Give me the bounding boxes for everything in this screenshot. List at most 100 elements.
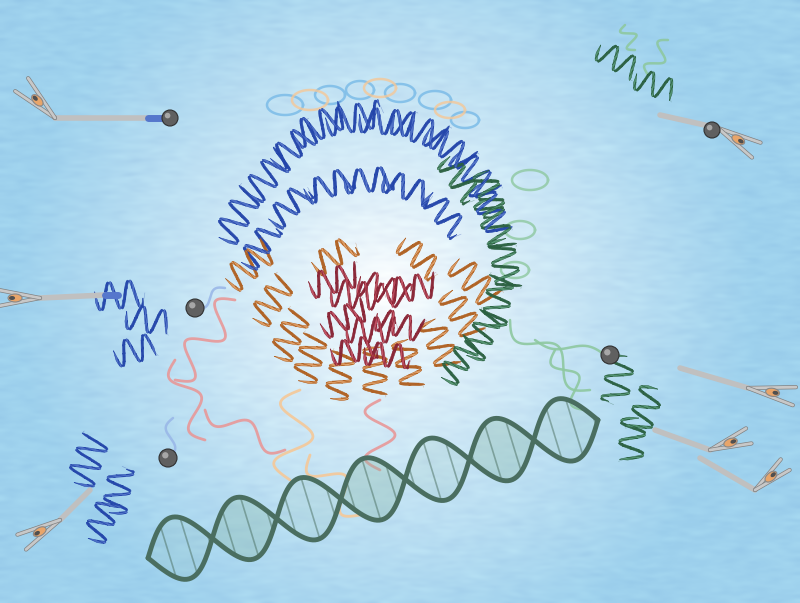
Polygon shape — [385, 174, 390, 190]
Polygon shape — [248, 177, 258, 188]
Polygon shape — [122, 353, 125, 366]
Polygon shape — [670, 78, 673, 86]
Polygon shape — [469, 351, 478, 356]
Polygon shape — [101, 512, 114, 521]
Polygon shape — [126, 473, 134, 476]
Polygon shape — [335, 292, 339, 307]
Polygon shape — [376, 350, 378, 359]
Polygon shape — [310, 197, 314, 204]
Polygon shape — [427, 257, 437, 272]
Circle shape — [162, 110, 178, 126]
Polygon shape — [276, 142, 282, 147]
Polygon shape — [456, 163, 464, 168]
Polygon shape — [220, 218, 237, 224]
Polygon shape — [311, 262, 322, 276]
Polygon shape — [306, 119, 314, 133]
Polygon shape — [368, 358, 371, 365]
Polygon shape — [114, 350, 120, 366]
Polygon shape — [417, 367, 422, 371]
Polygon shape — [422, 128, 430, 144]
Polygon shape — [496, 283, 516, 286]
Polygon shape — [274, 338, 290, 344]
Polygon shape — [404, 361, 406, 369]
Polygon shape — [250, 266, 258, 270]
Polygon shape — [292, 137, 302, 154]
Polygon shape — [122, 339, 125, 353]
Polygon shape — [273, 307, 281, 311]
Polygon shape — [392, 311, 394, 327]
Polygon shape — [404, 349, 418, 351]
Polygon shape — [430, 120, 434, 136]
Polygon shape — [648, 406, 660, 409]
Polygon shape — [628, 55, 634, 62]
Polygon shape — [463, 335, 474, 346]
Polygon shape — [492, 265, 502, 267]
Polygon shape — [394, 280, 397, 301]
Polygon shape — [510, 250, 516, 254]
Polygon shape — [349, 336, 351, 343]
Polygon shape — [449, 305, 464, 317]
Polygon shape — [165, 317, 167, 334]
Polygon shape — [651, 80, 654, 95]
Polygon shape — [102, 502, 118, 508]
Polygon shape — [354, 355, 357, 362]
Polygon shape — [347, 186, 350, 194]
Polygon shape — [317, 132, 323, 140]
Polygon shape — [619, 458, 637, 460]
Polygon shape — [344, 177, 348, 194]
Polygon shape — [86, 520, 90, 524]
Polygon shape — [107, 476, 115, 478]
Polygon shape — [280, 324, 293, 333]
Polygon shape — [487, 239, 496, 245]
Polygon shape — [429, 119, 433, 124]
Ellipse shape — [33, 96, 38, 101]
Polygon shape — [374, 100, 376, 115]
Polygon shape — [439, 168, 447, 172]
Polygon shape — [105, 283, 107, 302]
Polygon shape — [392, 297, 394, 308]
Polygon shape — [283, 352, 294, 359]
Polygon shape — [429, 289, 432, 298]
Polygon shape — [354, 289, 358, 308]
Polygon shape — [440, 300, 452, 305]
Polygon shape — [534, 399, 598, 461]
Polygon shape — [454, 264, 470, 276]
Polygon shape — [410, 283, 413, 291]
Polygon shape — [481, 278, 491, 292]
Polygon shape — [335, 240, 339, 248]
Polygon shape — [318, 275, 320, 295]
Polygon shape — [454, 299, 467, 311]
Polygon shape — [364, 347, 366, 365]
Polygon shape — [480, 222, 488, 227]
Polygon shape — [374, 108, 378, 114]
Polygon shape — [94, 292, 98, 310]
Polygon shape — [483, 207, 498, 214]
Polygon shape — [293, 130, 305, 140]
Ellipse shape — [770, 472, 776, 477]
Polygon shape — [425, 198, 430, 207]
Polygon shape — [126, 339, 130, 347]
Polygon shape — [116, 475, 133, 476]
Polygon shape — [134, 288, 138, 307]
Polygon shape — [453, 213, 460, 218]
Polygon shape — [230, 263, 238, 276]
Polygon shape — [301, 320, 310, 326]
Polygon shape — [362, 107, 369, 128]
Polygon shape — [309, 192, 314, 199]
Polygon shape — [337, 265, 341, 270]
Polygon shape — [413, 133, 419, 143]
Polygon shape — [351, 125, 354, 133]
Polygon shape — [483, 216, 492, 219]
Polygon shape — [398, 344, 401, 352]
Polygon shape — [335, 266, 338, 282]
Polygon shape — [490, 325, 500, 329]
Polygon shape — [489, 210, 504, 219]
Polygon shape — [452, 181, 467, 189]
Polygon shape — [502, 305, 510, 307]
Polygon shape — [412, 279, 415, 299]
Polygon shape — [489, 206, 503, 210]
Polygon shape — [387, 178, 395, 194]
Polygon shape — [476, 294, 482, 303]
Polygon shape — [646, 420, 654, 426]
Polygon shape — [269, 161, 286, 172]
